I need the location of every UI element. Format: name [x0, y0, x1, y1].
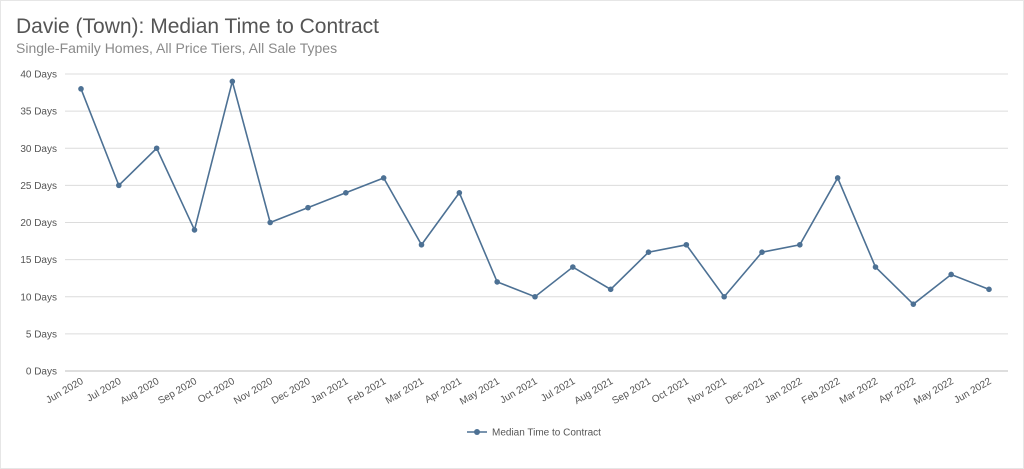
- y-tick-label: 10 Days: [20, 292, 57, 303]
- x-tick-label: May 2022: [912, 376, 956, 408]
- y-tick-label: 40 Days: [20, 70, 57, 81]
- data-point[interactable]: [721, 293, 727, 300]
- gridlines: [65, 73, 1008, 372]
- data-point[interactable]: [607, 286, 614, 293]
- data-point[interactable]: [910, 301, 917, 307]
- chart-title: Davie (Town): Median Time to Contract: [16, 15, 379, 38]
- x-tick-label: May 2021: [458, 376, 502, 408]
- legend-label: Median Time to Contract: [492, 428, 601, 439]
- x-tick-label: Nov 2020: [232, 376, 275, 407]
- data-point[interactable]: [380, 175, 387, 181]
- x-tick-label: Mar 2021: [384, 376, 426, 407]
- data-point[interactable]: [191, 227, 198, 233]
- x-tick-label: Apr 2022: [877, 376, 918, 406]
- x-tick-label: Oct 2021: [650, 376, 691, 406]
- y-axis-ticks: 0 Days 5 Days 10 Days 15 Days 20 Days 25 Days…: [20, 70, 57, 378]
- chart-subtitle: Single-Family Homes, All Price Tiers, Al…: [16, 40, 338, 56]
- y-tick-label: 20 Days: [20, 218, 57, 229]
- data-point[interactable]: [759, 249, 765, 255]
- x-tick-label: Apr 2021: [423, 376, 464, 406]
- data-point[interactable]: [570, 264, 576, 270]
- data-point[interactable]: [683, 241, 690, 248]
- x-tick-label: Dec 2020: [270, 376, 313, 407]
- x-tick-label: Jun 2021: [498, 376, 540, 406]
- data-point[interactable]: [418, 241, 425, 248]
- x-tick-label: Mar 2022: [838, 376, 880, 407]
- data-point[interactable]: [153, 145, 160, 152]
- x-tick-label: Jun 2020: [44, 376, 86, 406]
- y-tick-label: 0 Days: [26, 367, 57, 378]
- data-point[interactable]: [986, 286, 992, 293]
- data-point[interactable]: [343, 190, 349, 196]
- x-tick-label: Oct 2020: [196, 376, 237, 406]
- x-tick-label: Nov 2021: [686, 376, 729, 407]
- data-point[interactable]: [834, 175, 841, 181]
- data-point[interactable]: [78, 86, 84, 92]
- x-tick-label: Jul 2021: [539, 376, 578, 405]
- data-point[interactable]: [116, 182, 122, 189]
- x-tick-label: Feb 2021: [346, 376, 388, 407]
- x-tick-label: Jun 2022: [952, 376, 994, 406]
- x-tick-label: Aug 2021: [573, 376, 616, 407]
- x-tick-label: Jul 2020: [85, 376, 124, 405]
- data-point[interactable]: [948, 271, 954, 278]
- legend-marker-icon: [474, 429, 480, 435]
- y-tick-label: 35 Days: [20, 107, 57, 118]
- y-tick-label: 5 Days: [26, 329, 57, 340]
- x-tick-label: Feb 2022: [800, 376, 842, 407]
- data-point[interactable]: [456, 190, 463, 196]
- data-point[interactable]: [267, 219, 273, 226]
- x-tick-label: Jan 2021: [309, 376, 351, 406]
- x-tick-label: Sep 2021: [610, 376, 653, 407]
- series-points: [78, 78, 992, 307]
- y-tick-label: 25 Days: [20, 181, 57, 192]
- y-tick-label: 15 Days: [20, 255, 57, 266]
- x-tick-label: Jan 2022: [763, 376, 805, 406]
- x-tick-label: Sep 2020: [156, 376, 199, 407]
- data-point[interactable]: [797, 241, 803, 248]
- data-point[interactable]: [494, 279, 500, 285]
- y-tick-label: 30 Days: [20, 144, 57, 155]
- x-tick-label: Aug 2020: [119, 376, 162, 407]
- x-tick-label: Dec 2021: [724, 376, 767, 407]
- data-point[interactable]: [872, 264, 879, 270]
- legend[interactable]: Median Time to Contract: [467, 428, 601, 439]
- data-point[interactable]: [229, 78, 236, 85]
- data-point[interactable]: [532, 293, 538, 300]
- data-point[interactable]: [645, 249, 652, 255]
- data-point[interactable]: [305, 204, 311, 211]
- series-line-median-time-to-contract: [80, 78, 990, 306]
